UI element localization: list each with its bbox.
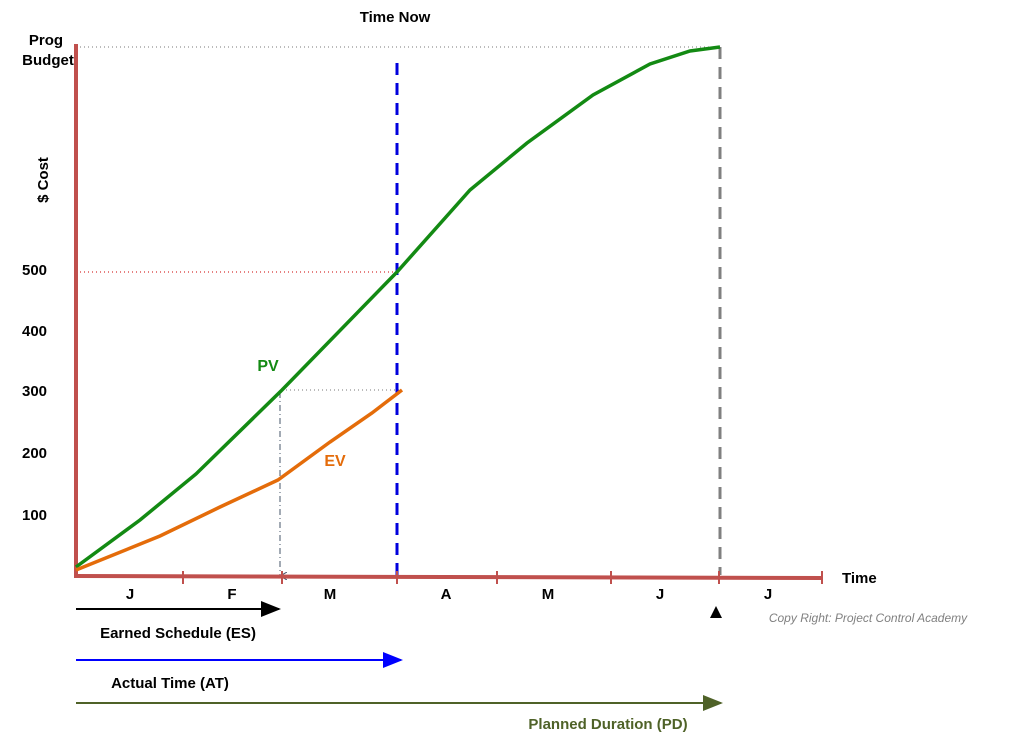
pv-curve bbox=[74, 45, 721, 569]
pv-label: PV bbox=[257, 358, 279, 375]
month-label: A bbox=[441, 586, 452, 603]
guides bbox=[80, 46, 722, 576]
month-label: F bbox=[227, 586, 236, 603]
es-label: Earned Schedule (ES) bbox=[100, 625, 256, 642]
y-tick-label: 100 bbox=[22, 507, 47, 524]
y-axis-title: $ Cost bbox=[35, 157, 52, 203]
budget-label: Budget bbox=[22, 52, 74, 69]
month-label: J bbox=[764, 586, 772, 603]
month-label: M bbox=[324, 586, 337, 603]
y-tick-label: 400 bbox=[22, 323, 47, 340]
pd-label: Planned Duration (PD) bbox=[528, 716, 687, 733]
y-tick-label: 300 bbox=[22, 383, 47, 400]
ev-curve bbox=[75, 388, 404, 572]
ev-label: EV bbox=[324, 453, 346, 470]
copyright: Copy Right: Project Control Academy bbox=[769, 611, 968, 625]
x-axis-title: Time bbox=[842, 570, 877, 587]
y-tick-label: 200 bbox=[22, 445, 47, 462]
axes bbox=[73, 44, 823, 584]
title: Time Now bbox=[360, 9, 431, 26]
marker-triangle bbox=[710, 606, 722, 618]
month-label: M bbox=[542, 586, 555, 603]
y-tick-label: 500 bbox=[22, 262, 47, 279]
month-label: J bbox=[656, 586, 664, 603]
at-label: Actual Time (AT) bbox=[111, 675, 229, 692]
month-label: J bbox=[126, 586, 134, 603]
budget-label: Prog bbox=[29, 32, 63, 49]
